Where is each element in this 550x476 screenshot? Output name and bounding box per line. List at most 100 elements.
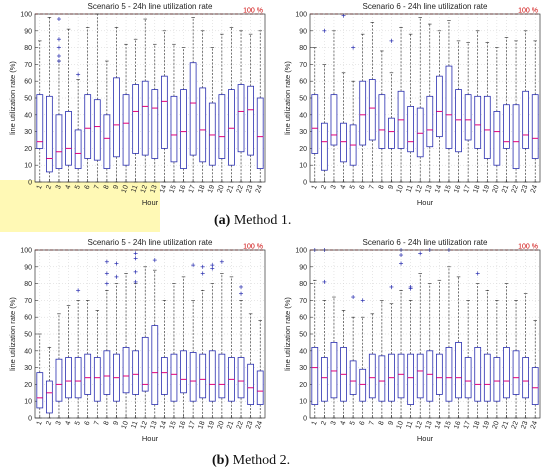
reference-label: 100 % bbox=[243, 244, 263, 251]
chart-panel-a-scenario6: Scenario 6 - 24h line utilization rate 0 1… bbox=[275, 0, 550, 210]
x-tick-label: 15 bbox=[169, 184, 178, 194]
outlier-point bbox=[239, 284, 244, 289]
caption-b-text: Method 2. bbox=[229, 453, 291, 468]
box-iqr bbox=[464, 357, 472, 399]
x-tick-label: 17 bbox=[188, 420, 197, 430]
box-hour-12 bbox=[141, 18, 149, 183]
box-iqr bbox=[161, 75, 168, 149]
x-tick-label: 8 bbox=[103, 184, 111, 190]
caption-b-label: (b) bbox=[212, 453, 230, 468]
y-axis-label: line utilization rate (%) bbox=[283, 297, 292, 371]
box-iqr bbox=[368, 79, 376, 141]
box-iqr bbox=[103, 114, 111, 169]
caption-a: (a) Method 1. bbox=[214, 213, 291, 229]
x-tick-label: 16 bbox=[178, 420, 187, 430]
box-iqr bbox=[65, 111, 72, 166]
x-tick-label: 3 bbox=[330, 184, 338, 190]
box-hour-20 bbox=[493, 47, 501, 183]
x-tick-label: 22 bbox=[511, 184, 520, 194]
box-hour-22 bbox=[512, 300, 520, 419]
box-hour-2 bbox=[321, 248, 328, 419]
x-tick-label: 6 bbox=[84, 420, 92, 426]
box-hour-13 bbox=[151, 43, 159, 183]
x-tick-label: 23 bbox=[520, 420, 529, 430]
x-tick-label: 19 bbox=[482, 420, 491, 430]
box-iqr bbox=[512, 104, 520, 169]
box-iqr bbox=[321, 122, 328, 171]
x-tick-label: 21 bbox=[226, 420, 235, 430]
box-iqr bbox=[407, 353, 414, 405]
x-tick-label: 15 bbox=[444, 184, 453, 194]
box-hour-10 bbox=[397, 27, 405, 183]
plot-frame bbox=[309, 249, 541, 419]
box-iqr bbox=[368, 353, 376, 399]
outlier-point bbox=[152, 258, 157, 263]
plot-frame bbox=[34, 13, 266, 183]
x-tick-label: 13 bbox=[149, 184, 158, 194]
y-tick-label: 40 bbox=[299, 348, 307, 355]
box-iqr bbox=[464, 94, 472, 141]
box-iqr bbox=[161, 357, 168, 395]
box-iqr bbox=[455, 89, 462, 153]
y-tick-label: 70 bbox=[24, 298, 32, 305]
box-iqr bbox=[445, 347, 453, 402]
x-tick-label: 14 bbox=[159, 184, 168, 194]
box-iqr bbox=[436, 353, 443, 395]
plot-frame bbox=[309, 13, 541, 183]
y-tick-label: 80 bbox=[299, 281, 307, 288]
box-iqr bbox=[55, 114, 63, 169]
box-iqr bbox=[426, 350, 434, 402]
x-tick-label: 22 bbox=[236, 184, 245, 194]
y-tick-label: 20 bbox=[24, 382, 32, 389]
outlier-point bbox=[104, 281, 109, 286]
box-iqr bbox=[388, 117, 395, 149]
box-iqr bbox=[512, 350, 520, 395]
box-hour-18 bbox=[199, 264, 207, 419]
box-hour-6 bbox=[84, 300, 92, 419]
x-tick-label: 4 bbox=[65, 420, 73, 426]
box-iqr bbox=[228, 89, 235, 166]
y-tick-label: 90 bbox=[24, 28, 32, 35]
x-tick-label: 20 bbox=[217, 420, 226, 430]
box-hour-7 bbox=[368, 22, 376, 183]
y-axis-label: line utilization rate (%) bbox=[283, 61, 292, 135]
y-tick-label: 100 bbox=[295, 12, 307, 19]
x-tick-label: 4 bbox=[65, 184, 73, 190]
x-tick-label: 12 bbox=[140, 184, 149, 194]
box-hour-15 bbox=[445, 20, 453, 183]
x-tick-label: 2 bbox=[320, 420, 328, 426]
box-iqr bbox=[483, 95, 491, 159]
y-tick-label: 30 bbox=[24, 129, 32, 136]
box-iqr bbox=[74, 129, 82, 169]
box-iqr bbox=[55, 358, 63, 402]
box-iqr bbox=[474, 95, 482, 149]
x-tick-label: 5 bbox=[349, 420, 357, 426]
box-iqr bbox=[503, 104, 510, 149]
plot-frame bbox=[34, 249, 266, 419]
y-tick-label: 50 bbox=[24, 332, 32, 339]
x-tick-label: 10 bbox=[121, 420, 130, 430]
outlier-point bbox=[56, 59, 61, 64]
box-iqr bbox=[141, 336, 149, 392]
box-hour-18 bbox=[199, 30, 207, 183]
box-iqr bbox=[340, 122, 347, 163]
x-axis-label: Hour bbox=[417, 434, 434, 443]
x-tick-label: 22 bbox=[511, 420, 520, 430]
y-tick-label: 40 bbox=[299, 112, 307, 119]
box-hour-2 bbox=[46, 17, 53, 183]
chart-scenario5-method1: Scenario 5 - 24h line utilization rate01… bbox=[8, 2, 266, 207]
y-tick-label: 10 bbox=[24, 163, 32, 170]
box-hour-8 bbox=[378, 300, 386, 419]
outlier-point bbox=[408, 286, 413, 291]
outlier-point bbox=[418, 251, 423, 256]
box-iqr bbox=[474, 347, 482, 402]
box-iqr bbox=[247, 85, 254, 156]
x-tick-label: 12 bbox=[140, 420, 149, 430]
box-iqr bbox=[330, 94, 338, 146]
y-tick-label: 20 bbox=[299, 382, 307, 389]
box-iqr bbox=[522, 90, 529, 149]
x-tick-label: 13 bbox=[149, 420, 158, 430]
outlier-point bbox=[389, 284, 394, 289]
x-tick-label: 8 bbox=[378, 420, 386, 426]
box-iqr bbox=[503, 347, 510, 399]
